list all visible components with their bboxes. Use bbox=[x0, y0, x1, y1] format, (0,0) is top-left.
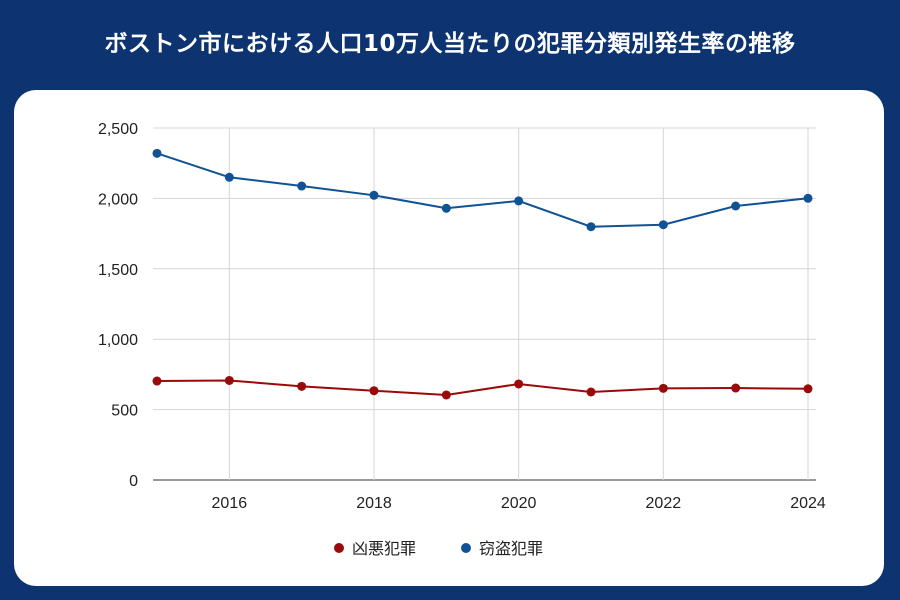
legend-marker bbox=[334, 543, 344, 553]
data-point bbox=[441, 390, 451, 400]
x-tick-label: 2024 bbox=[790, 495, 826, 512]
x-tick-label: 2018 bbox=[356, 495, 392, 512]
data-point bbox=[441, 203, 451, 213]
y-tick-label: 0 bbox=[129, 473, 138, 490]
series-line-1 bbox=[156, 379, 809, 396]
data-point bbox=[586, 387, 596, 397]
series-line-2 bbox=[156, 152, 809, 228]
x-tick-label: 2022 bbox=[646, 495, 682, 512]
data-point bbox=[658, 383, 668, 393]
data-point bbox=[152, 148, 162, 158]
data-point bbox=[224, 375, 234, 385]
x-tick-label: 2016 bbox=[212, 495, 248, 512]
legend-label: 凶悪犯罪 bbox=[352, 539, 416, 558]
data-point bbox=[731, 201, 741, 211]
data-point bbox=[514, 379, 524, 389]
legend-label: 窃盗犯罪 bbox=[479, 539, 543, 558]
x-tick-label: 2020 bbox=[501, 495, 537, 512]
y-tick-label: 1,500 bbox=[98, 262, 138, 279]
data-point bbox=[586, 222, 596, 232]
y-tick-label: 500 bbox=[111, 403, 138, 420]
y-tick-label: 2,500 bbox=[98, 121, 138, 138]
data-point bbox=[803, 384, 813, 394]
data-point bbox=[297, 381, 307, 391]
data-point bbox=[658, 220, 668, 230]
data-point bbox=[369, 386, 379, 396]
data-point bbox=[152, 376, 162, 386]
data-point bbox=[224, 172, 234, 182]
data-point bbox=[731, 383, 741, 393]
data-point bbox=[514, 196, 524, 206]
data-point bbox=[369, 190, 379, 200]
chart-card bbox=[14, 90, 884, 586]
chart-title: ボストン市における人口10万人当たりの犯罪分類別発生率の推移 bbox=[104, 31, 796, 57]
y-tick-label: 2,000 bbox=[98, 191, 138, 208]
data-point bbox=[803, 193, 813, 203]
data-point bbox=[297, 181, 307, 191]
legend-marker bbox=[461, 543, 471, 553]
y-tick-label: 1,000 bbox=[98, 332, 138, 349]
